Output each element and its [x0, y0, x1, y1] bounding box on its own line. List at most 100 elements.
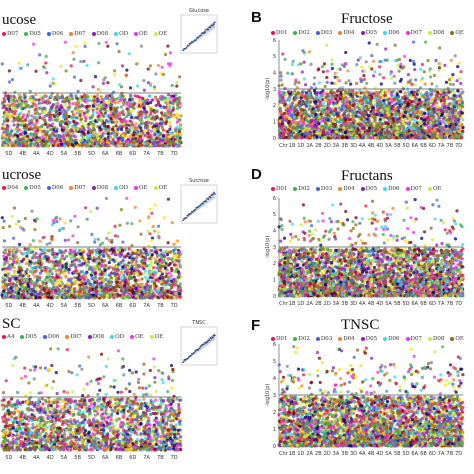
legend-marker — [360, 31, 365, 35]
snp-point — [74, 101, 79, 105]
snp-point — [419, 119, 423, 123]
snp-point — [401, 120, 405, 124]
snp-point — [121, 125, 125, 129]
snp-point — [47, 111, 51, 115]
snp-point — [149, 143, 153, 147]
snp-point — [318, 102, 323, 106]
legend-item: D02 — [293, 30, 310, 36]
snp-point — [125, 103, 129, 107]
snp-point — [356, 126, 360, 131]
snp-point — [308, 132, 312, 136]
legend-item: D06 — [46, 31, 63, 37]
snp-point — [324, 43, 329, 47]
snp-point — [79, 60, 83, 64]
snp-point — [314, 112, 318, 117]
snp-point — [17, 113, 21, 117]
snp-point — [78, 99, 82, 103]
snp-point — [7, 109, 11, 113]
snp-point — [90, 139, 94, 143]
snp-point — [153, 132, 157, 136]
legend-label: D07 — [74, 31, 86, 37]
snp-point — [150, 129, 154, 133]
snp-point — [352, 128, 356, 132]
snp-point — [65, 137, 69, 141]
snp-point — [290, 72, 294, 76]
x-tick-label: 5D — [5, 151, 12, 157]
legend-marker — [405, 31, 410, 35]
snp-point — [379, 135, 384, 139]
snp-point — [91, 85, 95, 89]
snp-point — [349, 82, 353, 86]
snp-point — [411, 92, 415, 97]
snp-point — [0, 126, 4, 131]
snp-point — [0, 62, 4, 66]
snp-point — [405, 107, 409, 111]
snp-point — [6, 103, 10, 107]
qq-plot-svg: Glucose — [180, 8, 218, 54]
snp-point — [392, 97, 396, 102]
snp-point — [286, 111, 291, 115]
snp-point — [84, 100, 88, 104]
snp-point — [379, 131, 383, 135]
legend-item: D08 — [427, 30, 444, 36]
snp-point — [45, 71, 49, 75]
snp-point — [122, 100, 126, 104]
snp-point — [395, 96, 399, 100]
snp-point — [396, 90, 400, 94]
snp-point — [107, 99, 111, 103]
snp-point — [80, 130, 84, 134]
legend-label: D05 — [365, 30, 378, 36]
snp-point — [368, 65, 372, 69]
snp-point — [423, 95, 427, 100]
snp-point — [23, 130, 27, 134]
snp-point — [107, 115, 111, 119]
snp-point — [374, 133, 378, 137]
snp-point — [292, 129, 296, 133]
snp-point — [52, 137, 57, 141]
snp-point — [38, 53, 42, 57]
snp-point — [7, 135, 11, 139]
snp-point — [383, 58, 387, 62]
snp-point — [345, 104, 349, 108]
snp-point — [168, 101, 172, 105]
snp-point — [170, 133, 174, 137]
snp-point — [382, 135, 386, 139]
qq-point — [197, 36, 200, 39]
snp-point — [70, 131, 74, 135]
snp-point — [126, 109, 130, 113]
snp-point — [393, 108, 397, 113]
snp-point — [325, 80, 329, 84]
snp-point — [135, 126, 139, 130]
legend-marker — [114, 32, 119, 36]
snp-point — [329, 123, 333, 127]
snp-point — [359, 115, 363, 119]
snp-point — [328, 115, 332, 120]
snp-point — [387, 113, 391, 117]
snp-point — [411, 59, 416, 64]
snp-point — [15, 125, 19, 129]
snp-point — [53, 118, 57, 122]
snp-point — [351, 97, 355, 101]
snp-point — [15, 139, 19, 143]
snp-point — [310, 124, 314, 128]
snp-point — [69, 93, 73, 97]
snp-point — [387, 89, 391, 93]
snp-point — [411, 99, 415, 103]
snp-point — [351, 103, 355, 108]
snp-point — [387, 119, 391, 123]
snp-point — [354, 120, 358, 125]
snp-point — [390, 76, 394, 80]
snp-point — [140, 139, 144, 143]
snp-point — [322, 128, 326, 132]
snp-point — [132, 102, 136, 106]
snp-point — [30, 104, 34, 108]
snp-point — [165, 120, 169, 124]
snp-point — [333, 94, 337, 99]
snp-point — [344, 81, 348, 85]
snp-point — [293, 123, 297, 127]
snp-point — [81, 140, 85, 144]
snp-point — [386, 122, 390, 126]
snp-point — [375, 101, 379, 105]
snp-point — [166, 129, 170, 134]
snp-point — [334, 108, 338, 112]
